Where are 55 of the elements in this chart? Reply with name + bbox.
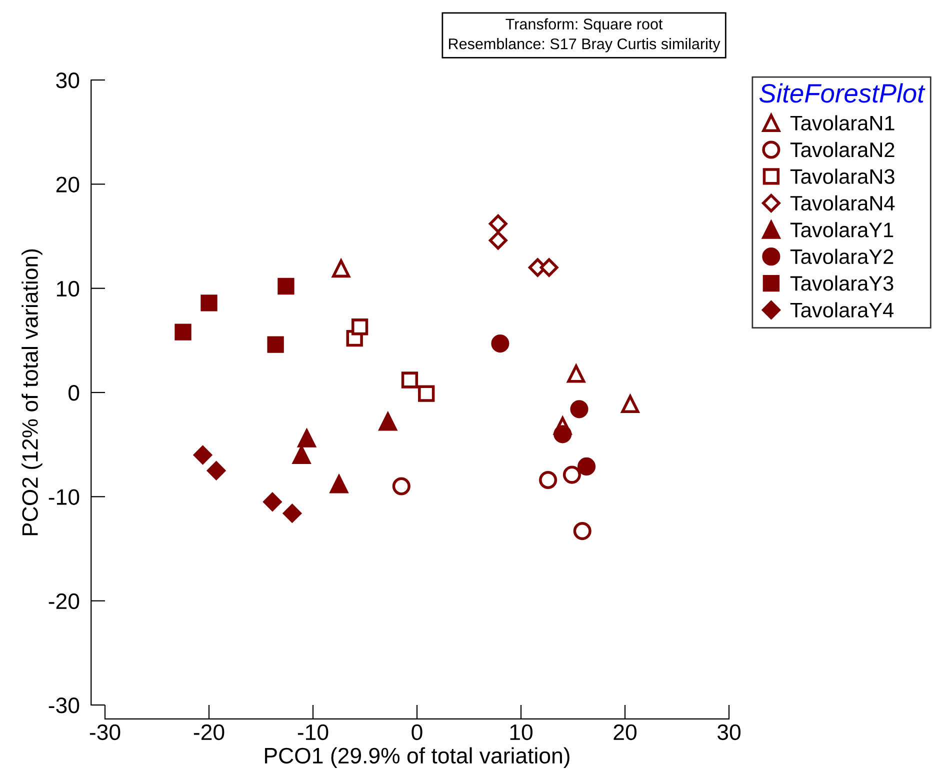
point xyxy=(194,446,212,464)
point xyxy=(292,446,311,464)
point xyxy=(282,504,302,523)
y-tick-label: 0 xyxy=(68,385,80,401)
x-tick-label: -10 xyxy=(298,724,328,740)
point xyxy=(570,400,588,418)
legend-label: TavolaraN2 xyxy=(790,142,894,158)
point xyxy=(332,260,350,278)
point xyxy=(278,278,294,295)
point xyxy=(539,470,558,490)
x-tick-label: 30 xyxy=(717,724,740,740)
point xyxy=(298,429,316,448)
y-tick-label: -20 xyxy=(48,593,80,610)
point xyxy=(573,522,592,540)
y-tick-label: 10 xyxy=(56,280,80,297)
point xyxy=(562,466,581,484)
legend-label: TavolaraN4 xyxy=(790,195,895,211)
point xyxy=(418,385,435,402)
x-axis-title: PCO1 (29.9% of total variation) xyxy=(265,747,570,768)
point xyxy=(263,492,282,512)
y-tick-label: 20 xyxy=(56,176,80,192)
y-tick-label: -10 xyxy=(48,489,80,505)
point xyxy=(267,336,284,353)
legend-label: TavolaraY1 xyxy=(790,222,894,238)
y-tick-label: 30 xyxy=(56,72,80,88)
point xyxy=(378,412,397,431)
point xyxy=(351,318,368,336)
point xyxy=(488,231,508,250)
point xyxy=(491,334,510,353)
point xyxy=(621,394,640,413)
point xyxy=(174,324,192,340)
text: Transform: Square root Resemblance: S17 Bray Curtis similarity xyxy=(449,18,720,52)
legend-label: TavolaraN1 xyxy=(790,115,894,130)
x-tick-label: -20 xyxy=(194,724,224,740)
legend-label: TavolaraY4 xyxy=(790,302,894,318)
y-tick-label: -30 xyxy=(48,698,80,714)
point xyxy=(330,475,348,494)
x-tick-label: 20 xyxy=(614,724,636,740)
legend-label: TavolaraN3 xyxy=(790,168,894,184)
point xyxy=(540,258,558,277)
point xyxy=(392,477,410,496)
x-tick-label: 10 xyxy=(510,724,532,740)
point xyxy=(554,425,572,444)
x-tick-label: -30 xyxy=(90,724,120,740)
y-axis-title: PCO2 (12% of total variation) xyxy=(22,249,42,536)
legend-label: TavolaraY2 xyxy=(790,248,894,264)
point xyxy=(200,294,218,312)
point xyxy=(401,372,418,388)
legend-label: TavolaraY3 xyxy=(790,275,894,291)
x-tick-label: 0 xyxy=(412,724,422,740)
legend-title: SiteForestPlot xyxy=(759,83,926,103)
point xyxy=(488,214,508,233)
point xyxy=(577,457,596,476)
point xyxy=(567,364,586,383)
point xyxy=(207,461,226,480)
